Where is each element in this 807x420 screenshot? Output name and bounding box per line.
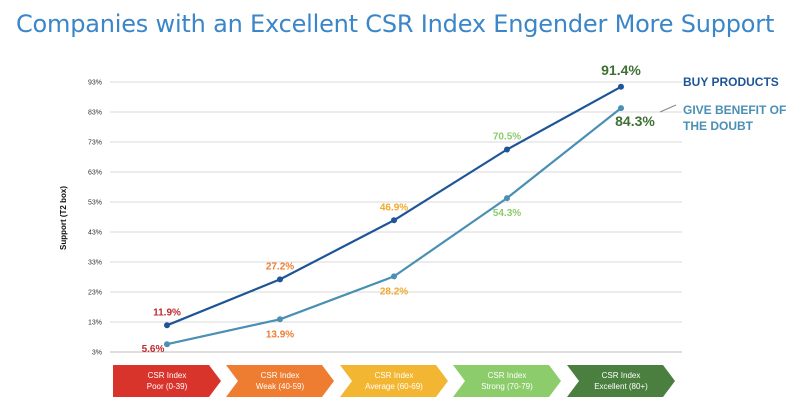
y-tick-label: 83% [88, 110, 102, 117]
data-point [277, 316, 283, 323]
data-point [618, 105, 624, 112]
data-point [391, 217, 397, 224]
data-label-buy: 91.4% [601, 62, 641, 78]
y-tick-label: 33% [88, 260, 102, 267]
page-title: Companies with an Excellent CSR Index En… [16, 10, 775, 38]
legend-label-give-line2: THE DOUBT [683, 119, 754, 133]
data-label-buy: 46.9% [380, 202, 408, 213]
data-label-buy: 11.9% [153, 307, 181, 318]
category-label-line2: Excellent (80+) [594, 382, 648, 391]
y-tick-label: 43% [88, 230, 102, 237]
y-tick-label: 13% [88, 320, 102, 327]
y-tick-label: 63% [88, 170, 102, 177]
y-tick-label: 3% [92, 350, 102, 357]
category-label-line2: Weak (40-59) [256, 382, 305, 391]
data-label-give: 84.3% [615, 113, 655, 129]
y-axis-label: Support (T2 box) [59, 186, 68, 250]
category-arrow [567, 365, 675, 397]
data-label-give: 5.6% [142, 344, 165, 355]
category-label-line1: CSR Index [488, 371, 527, 380]
category-label-line1: CSR Index [602, 371, 641, 380]
category-arrow [113, 365, 221, 397]
category-arrow [340, 365, 448, 397]
category-label-line2: Average (60-69) [365, 382, 423, 391]
category-arrow [453, 365, 561, 397]
data-point [618, 83, 624, 90]
data-label-buy: 70.5% [493, 132, 521, 143]
y-tick-label: 53% [88, 200, 102, 207]
series-points [164, 83, 624, 348]
category-label-line1: CSR Index [261, 371, 300, 380]
data-label-give: 54.3% [493, 208, 521, 219]
legend-label-give-line1: GIVE BENEFIT OF [683, 103, 786, 117]
series-lines [166, 85, 622, 346]
data-label-buy: 27.2% [266, 261, 294, 272]
y-tick-label: 73% [88, 140, 102, 147]
series-line-1 [166, 107, 622, 346]
y-tick-label: 93% [88, 80, 102, 87]
legend: BUY PRODUCTS GIVE BENEFIT OF THE DOUBT [659, 75, 786, 133]
category-label-line2: Poor (0-39) [147, 382, 188, 391]
data-point [391, 273, 397, 280]
category-label-line2: Strong (70-79) [481, 382, 533, 391]
data-point [504, 146, 510, 153]
legend-label-buy: BUY PRODUCTS [683, 75, 779, 89]
data-point [164, 341, 170, 348]
data-label-give: 13.9% [266, 329, 294, 340]
data-label-give: 28.2% [380, 286, 408, 297]
category-label-line1: CSR Index [375, 371, 414, 380]
data-point [164, 322, 170, 329]
category-arrow [226, 365, 334, 397]
legend-leader-give [659, 104, 677, 113]
gridlines [110, 81, 682, 353]
data-labels: 11.9% 27.2% 46.9% 70.5% 91.4% 5.6% 13.9% 28.2% 5… [142, 62, 656, 355]
category-arrows: CSR Index Poor (0-39) CSR Index Weak (40-59… [113, 365, 675, 397]
y-tick-labels: 3% 13% 23% 33% 43% 53% 63% 73% 83% 93% [88, 80, 102, 357]
data-point [504, 195, 510, 202]
data-point [277, 276, 283, 283]
category-label-line1: CSR Index [148, 371, 187, 380]
y-tick-label: 23% [88, 290, 102, 297]
